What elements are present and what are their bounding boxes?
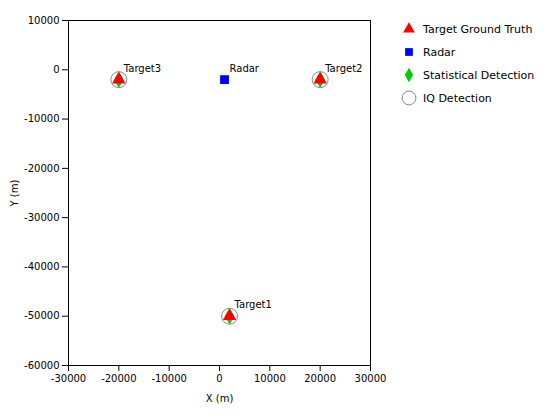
svg-text:0: 0 bbox=[53, 64, 59, 75]
svg-text:Radar: Radar bbox=[230, 63, 260, 74]
svg-text:-40000: -40000 bbox=[24, 261, 59, 272]
svg-text:0: 0 bbox=[216, 373, 222, 384]
svg-text:Target1: Target1 bbox=[234, 299, 272, 310]
svg-text:-60000: -60000 bbox=[24, 360, 59, 371]
svg-text:-30000: -30000 bbox=[24, 212, 59, 223]
svg-text:10000: 10000 bbox=[254, 373, 286, 384]
html-text:Target Ground Truth: Target Ground Truth bbox=[423, 22, 533, 36]
svg-text:-30000: -30000 bbox=[51, 373, 86, 384]
svg-text:-10000: -10000 bbox=[151, 373, 186, 384]
html-text:Statistical Detection: Statistical Detection bbox=[423, 68, 535, 82]
svg-text:-20000: -20000 bbox=[24, 163, 59, 174]
svg-text:-20000: -20000 bbox=[101, 373, 136, 384]
svg-text:10000: 10000 bbox=[28, 15, 60, 26]
svg-text:Y (m): Y (m) bbox=[9, 179, 20, 207]
svg-text:30000: 30000 bbox=[355, 373, 387, 384]
svg-text:X (m): X (m) bbox=[206, 393, 234, 404]
svg-text:-10000: -10000 bbox=[24, 113, 59, 124]
svg-text:Target2: Target2 bbox=[324, 63, 362, 74]
svg-text:-50000: -50000 bbox=[24, 310, 59, 321]
html-text:Radar: Radar bbox=[423, 45, 456, 59]
svg-text:Target3: Target3 bbox=[123, 63, 161, 74]
svg-text:20000: 20000 bbox=[304, 373, 336, 384]
html-text:IQ Detection: IQ Detection bbox=[423, 91, 492, 105]
